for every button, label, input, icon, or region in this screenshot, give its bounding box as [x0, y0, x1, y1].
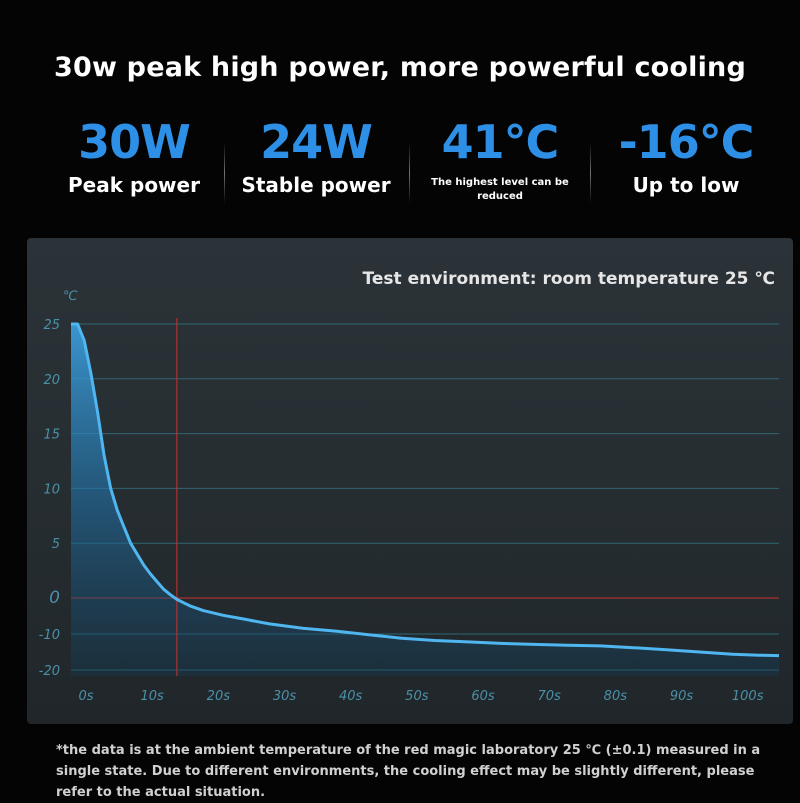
x-tick-label: 40s — [339, 689, 363, 704]
chart-title: Test environment: room temperature 25 ℃ — [363, 269, 775, 289]
stat-label: Stable power — [241, 173, 391, 197]
stat-value: 41℃ — [441, 115, 560, 169]
stat-up-to-low: -16℃ Up to low — [604, 112, 768, 198]
y-tick-label: -20 — [39, 664, 60, 679]
stat-stable-power: 24W Stable power — [232, 112, 400, 198]
x-tick-label: 70s — [538, 689, 562, 704]
stat-peak-power: 30W Peak power — [52, 112, 216, 198]
stat-divider — [590, 142, 591, 204]
y-tick-label: 15 — [43, 428, 60, 443]
x-tick-label: 100s — [732, 689, 764, 704]
headline: 30w peak high power, more powerful cooli… — [53, 52, 747, 83]
y-axis-unit: ℃ — [63, 289, 78, 304]
stats-row: 30W Peak power 24W Stable power 41℃ The … — [0, 112, 800, 212]
y-tick-label: -10 — [39, 628, 60, 643]
stat-divider — [224, 142, 225, 204]
temperature-chart: 25 20 15 10 5 0 -10 -20 0s 10s 20s 30s 40s 50s 60s 70s… — [39, 269, 780, 704]
x-tick-label: 80s — [604, 689, 628, 704]
footnote: *the data is at the ambient temperature … — [56, 743, 761, 800]
chart-panel: 25 20 15 10 5 0 -10 -20 0s 10s 20s 30s 40s 50s 60s 70s… — [27, 238, 793, 724]
stat-highest-reduction: 41℃ The highest level can be reduced — [420, 112, 580, 204]
y-tick-label: 5 — [52, 537, 60, 552]
stat-label: Up to low — [632, 173, 740, 197]
x-tick-label: 50s — [405, 689, 429, 704]
stat-divider — [409, 142, 410, 204]
y-tick-label: 10 — [43, 482, 60, 497]
y-tick-label: 25 — [43, 318, 60, 333]
stat-label: The highest level can be reduced — [431, 177, 569, 202]
x-tick-label: 60s — [471, 689, 495, 704]
stat-value: 24W — [260, 115, 373, 169]
stat-value: 30W — [78, 115, 191, 169]
x-tick-label: 20s — [207, 689, 231, 704]
cooling-area — [71, 324, 779, 676]
x-tick-label: 90s — [670, 689, 694, 704]
x-tick-label: 10s — [141, 689, 165, 704]
stat-value: -16℃ — [618, 115, 755, 169]
stat-label: Peak power — [68, 173, 200, 197]
x-tick-label: 30s — [273, 689, 297, 704]
y-tick-label: 0 — [49, 588, 60, 608]
temperature-curve — [71, 322, 780, 658]
y-tick-label: 20 — [43, 373, 60, 388]
x-tick-label: 0s — [78, 689, 93, 704]
